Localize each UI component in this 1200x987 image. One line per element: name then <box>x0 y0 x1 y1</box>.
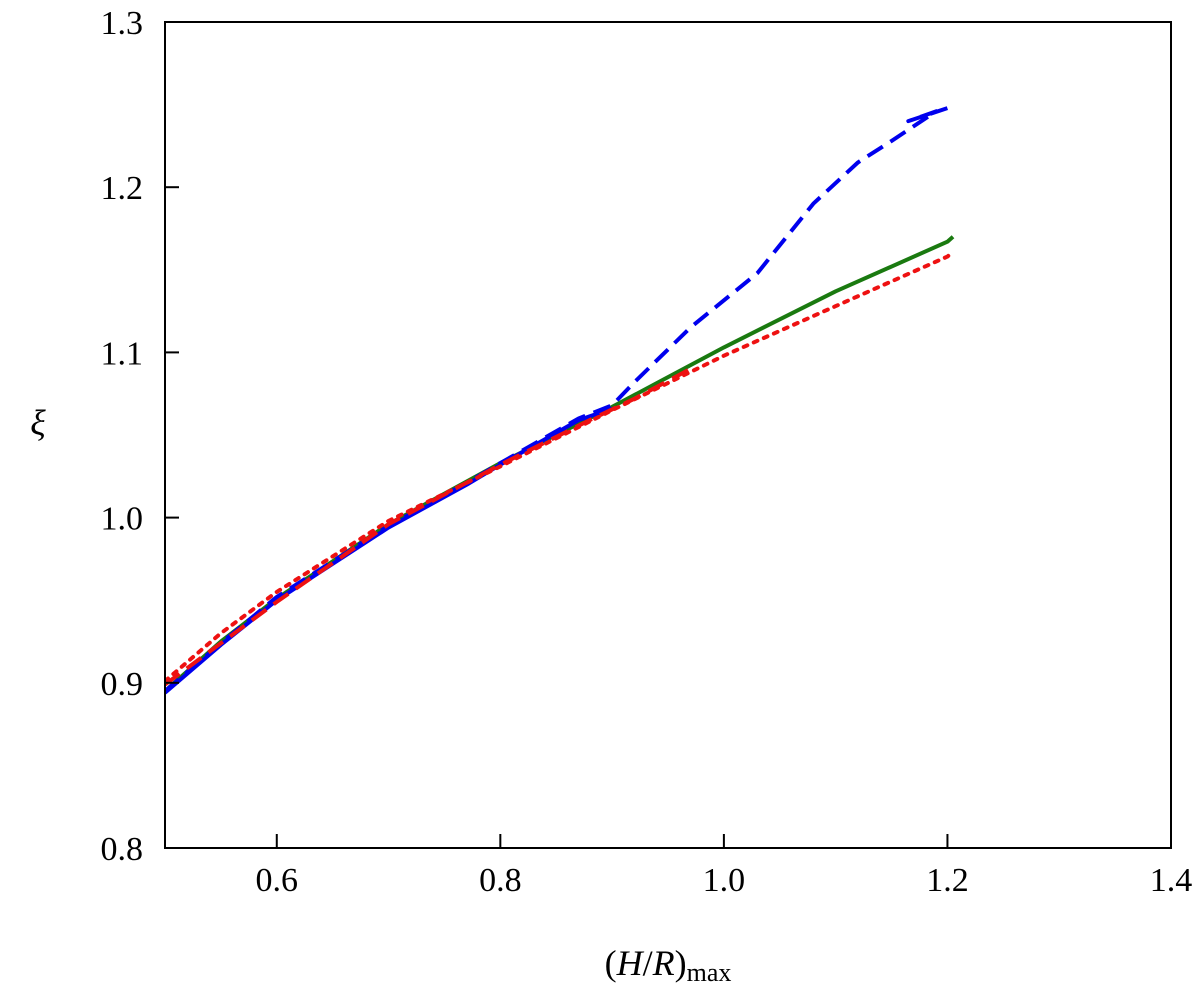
series-line-5 <box>165 367 692 687</box>
x-axis-label-sub: max <box>687 958 732 987</box>
ticks-layer: 0.6 0.8 1.0 1.2 1.4 0.8 0.9 1.0 1.1 1.2 1.3 <box>101 5 1193 899</box>
series-line-3 <box>165 406 613 695</box>
x-tick-label: 1.4 <box>1150 862 1193 899</box>
x-axis-label-close: ) <box>675 943 687 983</box>
y-tick-label: 1.3 <box>101 5 144 42</box>
series-line-4 <box>165 249 955 684</box>
x-axis-label-open: ( <box>605 943 617 983</box>
y-tick-label: 1.2 <box>101 170 144 207</box>
y-tick-label: 0.8 <box>101 831 144 868</box>
x-tick-label: 1.0 <box>703 862 746 899</box>
x-axis-label: (H/R)max <box>605 943 732 987</box>
y-axis-label: ξ <box>30 403 46 443</box>
y-tick-label: 0.9 <box>101 666 144 703</box>
x-axis-label-var1: H <box>616 943 645 983</box>
x-tick-label: 1.2 <box>926 862 969 899</box>
y-tick-label: 1.1 <box>101 335 144 372</box>
series-line-2 <box>165 104 954 693</box>
x-tick-label: 0.8 <box>479 862 522 899</box>
x-axis-label-var2: R <box>652 943 675 983</box>
plot-frame <box>164 21 1172 849</box>
x-axis-label-sep: / <box>643 943 653 983</box>
y-tick-label: 1.0 <box>101 501 144 538</box>
series-layer <box>165 104 955 695</box>
x-tick-label: 0.6 <box>256 862 299 899</box>
